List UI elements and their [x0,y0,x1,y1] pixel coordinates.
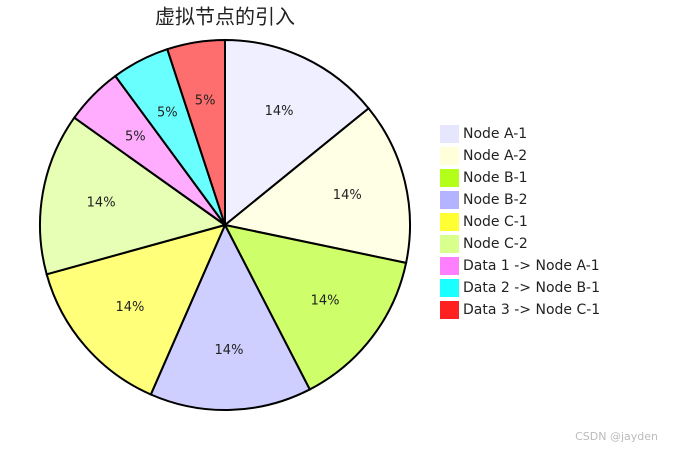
pie-slice [149,222,312,411]
legend-swatch [440,147,459,165]
legend-label: Data 3 -> Node C-1 [463,302,600,318]
pie-slice [45,223,227,396]
legend-label: Node B-1 [463,170,528,186]
slice-label: 14% [215,343,244,358]
pie-slice [39,116,228,276]
legend-label: Data 1 -> Node A-1 [463,258,600,274]
legend-swatch [440,301,459,319]
slice-label: 14% [87,196,116,211]
slice-label: 14% [115,300,144,315]
slice-label: 14% [311,294,340,309]
legend-label: Node C-1 [463,214,528,230]
legend-swatch [440,279,459,297]
legend-label: Node A-1 [463,126,527,142]
legend-swatch [440,191,459,209]
legend-swatch [440,169,459,187]
legend-label: Node B-2 [463,192,528,208]
legend-swatch [440,235,459,253]
legend-label: Node C-2 [463,236,528,252]
legend-label: Node A-2 [463,148,527,164]
slice-label: 14% [265,104,294,119]
legend-swatch [440,125,459,143]
slice-label: 14% [333,188,362,203]
pie-slice [166,38,226,226]
legend-label: Data 2 -> Node B-1 [463,280,600,296]
legend-swatch [440,213,459,231]
legend-swatch [440,257,459,275]
pie-slice [224,38,370,228]
watermark: CSDN @jayden [575,430,658,443]
pie-slice [223,223,408,391]
slice-label: 5% [125,129,146,144]
chart-title: 虚拟节点的引入 [155,5,295,29]
slice-label: 5% [195,93,216,108]
pie-slice [222,106,411,265]
slice-label: 5% [157,106,178,121]
